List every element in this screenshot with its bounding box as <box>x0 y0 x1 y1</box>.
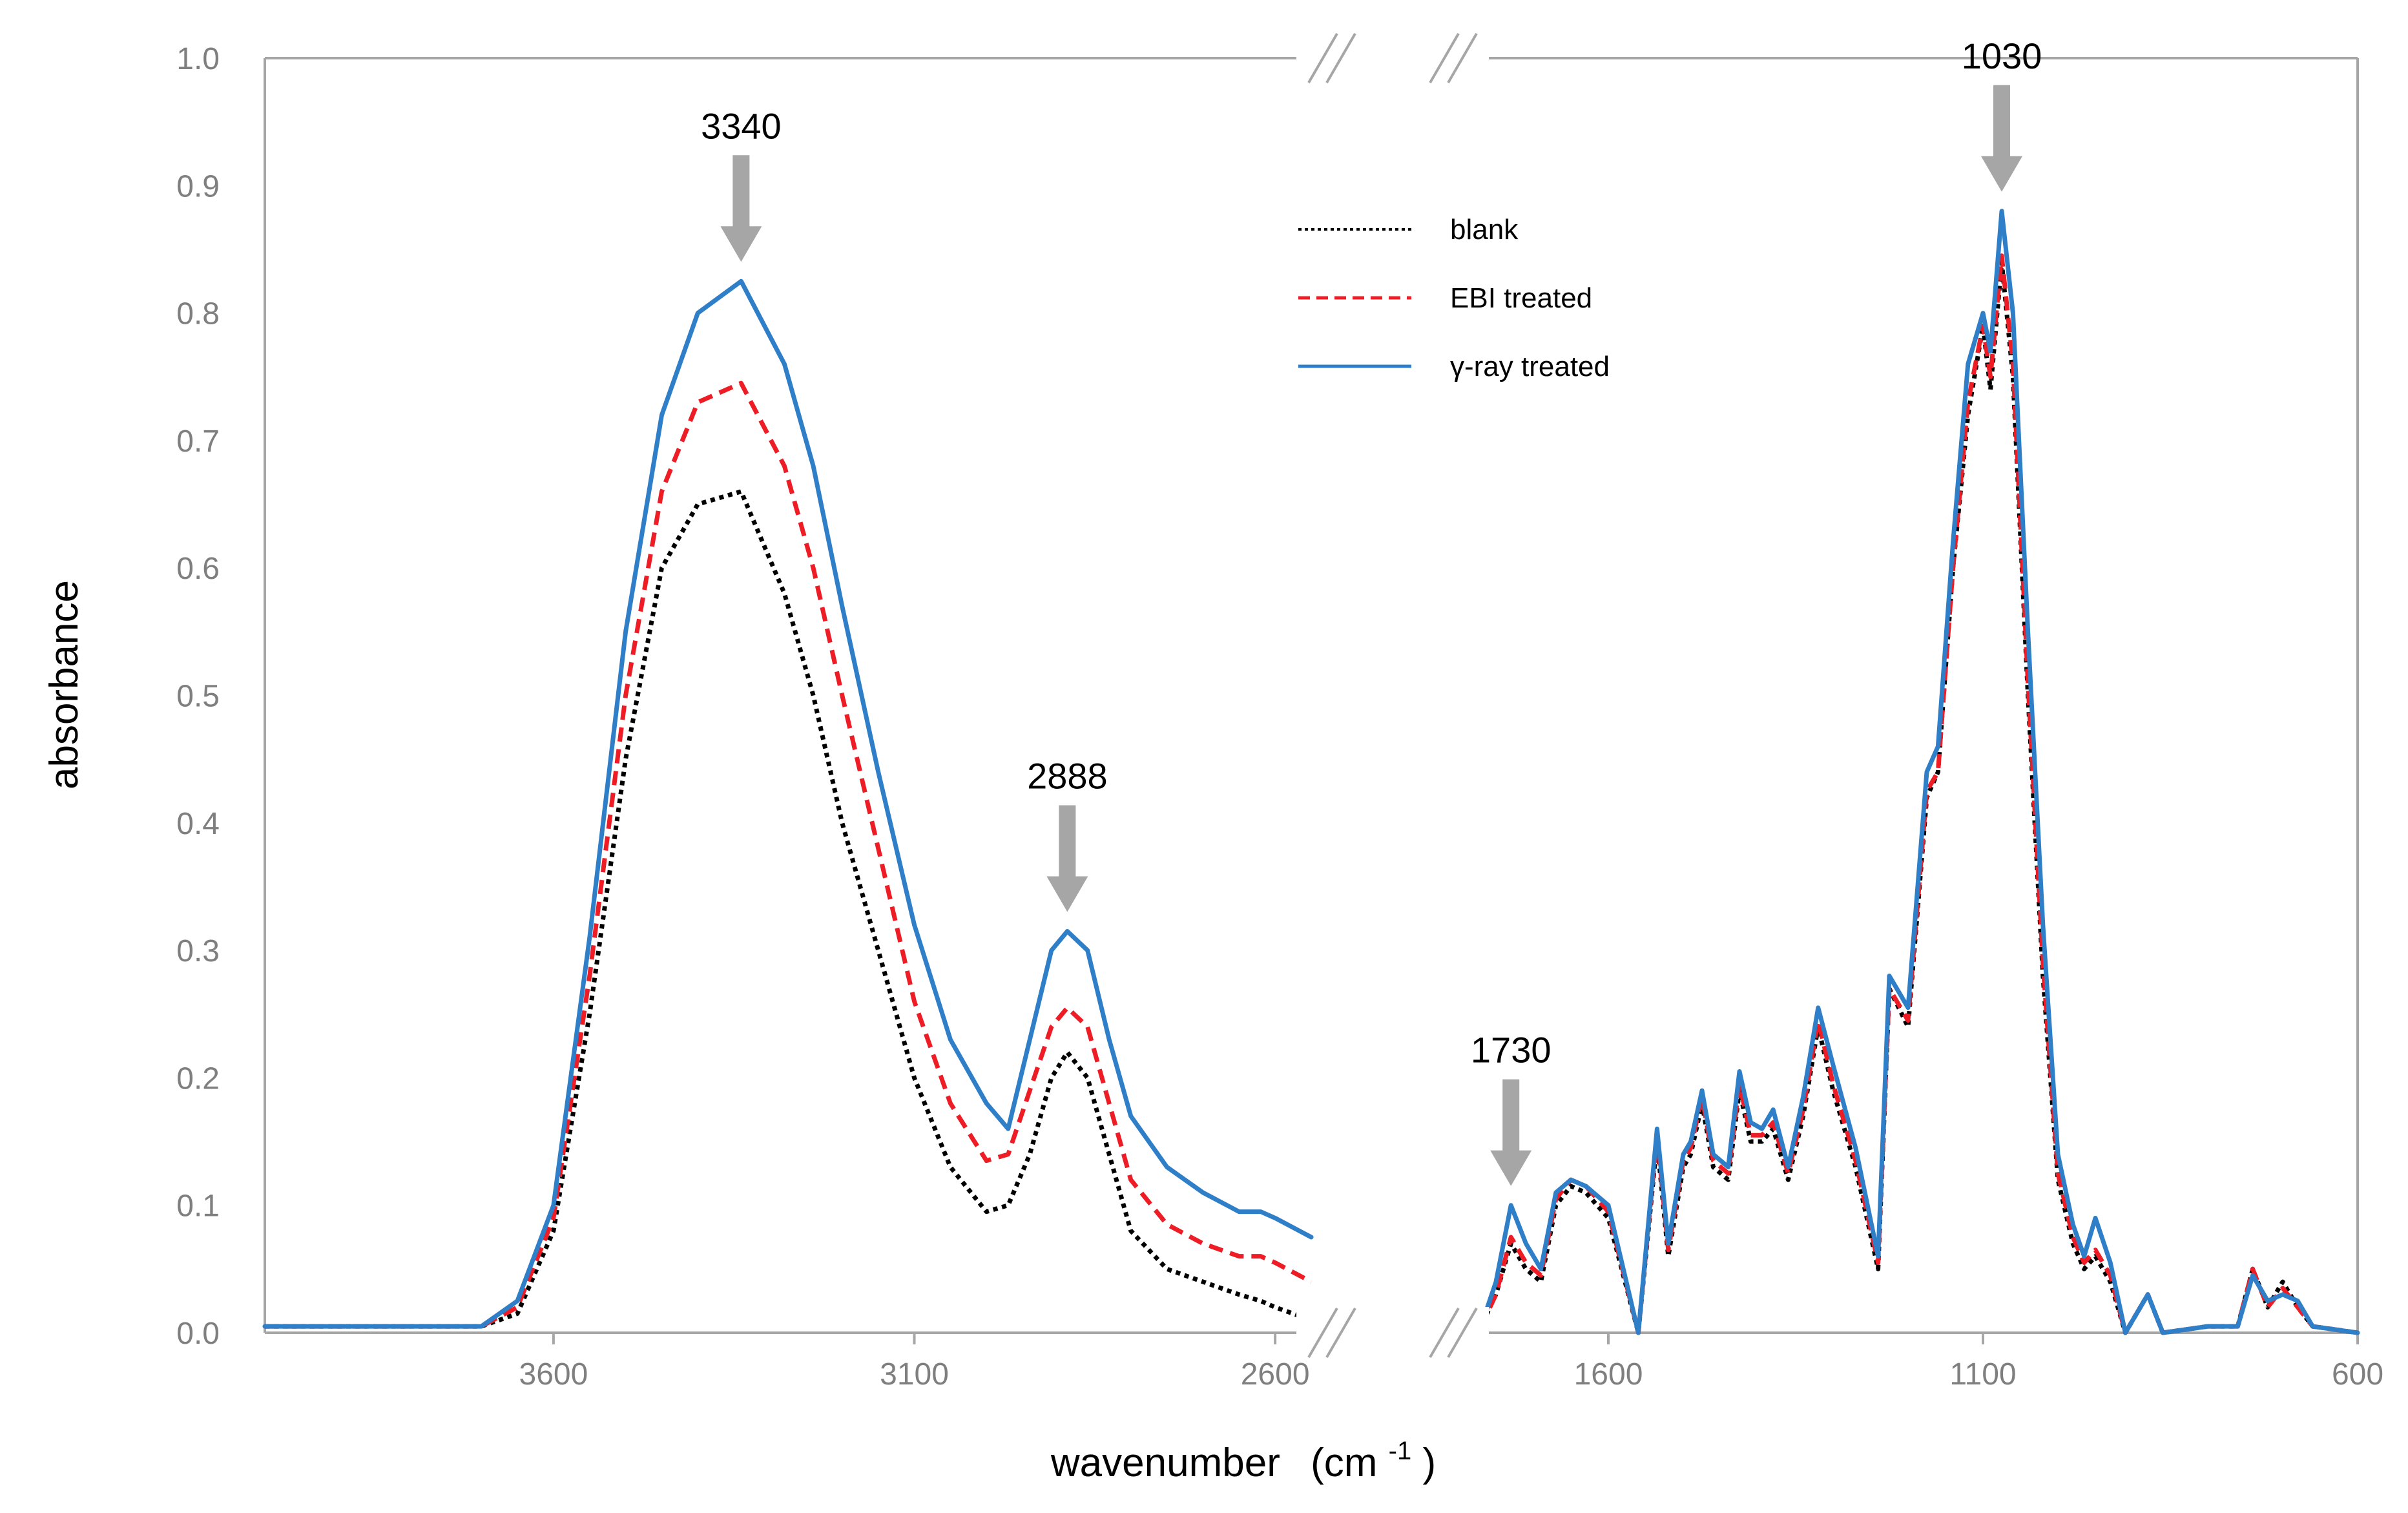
x-axis-ticks: 3600 3100 2600 1600 1100 600 <box>519 1333 2383 1392</box>
axis-break-bottom-left <box>1325 1307 1356 1359</box>
legend: blank EBI treated γ-ray treated <box>1298 214 1610 382</box>
y-tick-label: 0.1 <box>176 1189 220 1224</box>
peak-arrow <box>1981 85 2022 192</box>
series-line-1-panel-2 <box>1458 260 2358 1335</box>
x-axis-title: wavenumber (cm -1 ) <box>1050 1424 1436 1485</box>
y-tick-label: 0.6 <box>176 552 220 586</box>
y-tick-label: 0.5 <box>176 680 220 714</box>
series-line-2-panel-2 <box>1458 253 2358 1335</box>
axis-break-bottom-right <box>1447 1307 1478 1359</box>
y-tick-label: 0.2 <box>176 1061 220 1096</box>
axis-break-top-right <box>1429 32 1460 84</box>
axis-break-top-left <box>1325 32 1356 84</box>
y-tick-label: 0.8 <box>176 297 220 331</box>
x-axis-title-unit-sup: -1 <box>1389 1437 1412 1465</box>
x-tick-label: 1600 <box>1574 1357 1643 1392</box>
series-line-1-panel-1 <box>265 489 1313 1329</box>
series-line-2-panel-1 <box>265 381 1313 1329</box>
y-tick-label: 0.7 <box>176 424 220 459</box>
axis-break-top-right <box>1447 32 1478 84</box>
x-axis-title-unit: (cm <box>1311 1441 1377 1485</box>
peak-annotations: 3340 2888 1730 1030 <box>701 36 2042 1186</box>
series-line-3-panel-1 <box>262 278 1314 1329</box>
y-tick-label: 1.0 <box>176 42 220 76</box>
peak-arrow <box>1490 1079 1532 1186</box>
x-axis-title-unit-close: ) <box>1422 1441 1436 1485</box>
axis-break-top-left <box>1307 32 1338 84</box>
y-axis-ticks: 0.0 0.1 0.2 0.3 0.4 0.5 0.6 0.7 0.8 0.9 1.0 <box>176 42 220 1351</box>
x-tick-label: 3100 <box>880 1357 949 1392</box>
peak-arrow <box>720 155 762 262</box>
axis-break-marks <box>1296 32 1489 1359</box>
axis-break-bottom-right <box>1429 1307 1460 1359</box>
x-tick-label: 600 <box>2332 1357 2383 1392</box>
plot-frame <box>264 57 2359 1334</box>
spectra-series <box>262 209 2360 1335</box>
x-axis-title-main: wavenumber <box>1050 1441 1280 1485</box>
y-tick-label: 0.4 <box>176 807 220 841</box>
peak-label: 1030 <box>1962 36 2042 76</box>
peak-label: 1730 <box>1471 1030 1552 1070</box>
y-tick-label: 0.0 <box>176 1317 220 1351</box>
series-line-3-panel-2 <box>1456 209 2360 1335</box>
x-tick-label: 3600 <box>519 1357 588 1392</box>
y-tick-label: 0.9 <box>176 169 220 203</box>
y-tick-label: 0.3 <box>176 934 220 968</box>
axis-break-bottom-left <box>1307 1307 1338 1359</box>
x-tick-label: 2600 <box>1241 1357 1310 1392</box>
peak-arrow <box>1046 805 1088 912</box>
peak-label: 2888 <box>1027 756 1108 797</box>
legend-label-3: γ-ray treated <box>1450 351 1610 382</box>
legend-label-1: blank <box>1450 214 1519 245</box>
y-axis-title: absorbance <box>42 580 87 789</box>
peak-label: 3340 <box>701 105 782 146</box>
x-tick-label: 1100 <box>1949 1357 2016 1392</box>
legend-label-2: EBI treated <box>1450 282 1592 314</box>
